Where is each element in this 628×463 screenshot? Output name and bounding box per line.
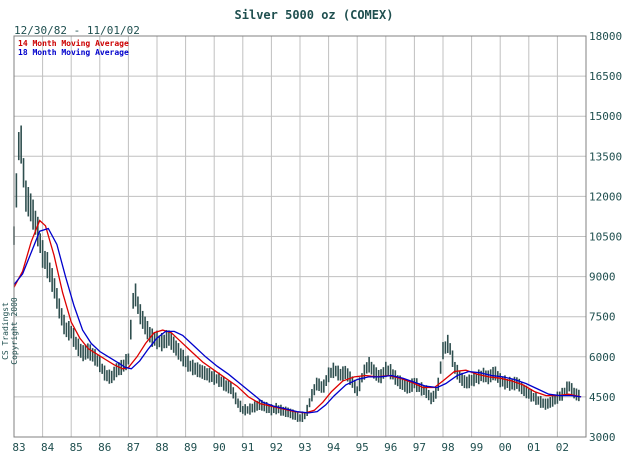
y-tick-label: 6000 (589, 351, 616, 364)
x-tick-label: 96 (384, 441, 397, 454)
y-tick-label: 10500 (589, 231, 622, 244)
x-tick-label: 84 (41, 441, 55, 454)
price-bars (13, 125, 580, 422)
y-tick-label: 12000 (589, 190, 622, 203)
x-ticks: 83 84 85 86 87 88 89 90 91 92 93 94 95 96 97 98 99 00 01 02 (12, 441, 569, 454)
chart-title: Silver 5000 oz (COMEX) (234, 8, 394, 22)
legend-ma18: 18 Month Moving Average (18, 48, 129, 57)
x-tick-label: 93 (298, 441, 311, 454)
series-line-ma14 (13, 219, 582, 414)
x-tick-label: 00 (499, 441, 512, 454)
x-tick-label: 90 (213, 441, 226, 454)
x-tick-label: 91 (241, 441, 254, 454)
series-line-ma18 (13, 227, 582, 414)
x-tick-label: 95 (356, 441, 369, 454)
x-tick-label: 86 (98, 441, 111, 454)
y-tick-label: 9000 (589, 271, 616, 284)
x-tick-label: 88 (155, 441, 168, 454)
y-tick-label: 3000 (589, 431, 616, 444)
y-tick-label: 13500 (589, 150, 622, 163)
y-tick-label: 15000 (589, 110, 622, 123)
x-tick-label: 98 (441, 441, 454, 454)
x-tick-label: 89 (184, 441, 197, 454)
series-lines (13, 219, 582, 414)
y-ticks: 3000 4500 6000 7500 9000 10500 12000 13500 15000… (589, 30, 622, 444)
x-tick-label: 85 (70, 441, 83, 454)
copyright-text: CS Tradingst Copyright 2000 (1, 297, 19, 365)
date-range: 12/30/82 - 11/01/02 (14, 24, 140, 37)
x-tick-label: 97 (413, 441, 426, 454)
y-tick-label: 16500 (589, 70, 622, 83)
y-tick-label: 4500 (589, 391, 616, 404)
x-tick-label: 87 (127, 441, 140, 454)
x-tick-label: 02 (556, 441, 569, 454)
x-tick-label: 94 (327, 441, 341, 454)
x-tick-label: 99 (470, 441, 483, 454)
x-tick-label: 92 (270, 441, 283, 454)
y-tick-label: 7500 (589, 311, 616, 324)
legend-ma14: 14 Month Moving Average (18, 39, 129, 48)
x-tick-label: 83 (12, 441, 25, 454)
plot-frame (13, 35, 587, 438)
y-tick-label: 18000 (589, 30, 622, 43)
x-tick-label: 01 (527, 441, 540, 454)
